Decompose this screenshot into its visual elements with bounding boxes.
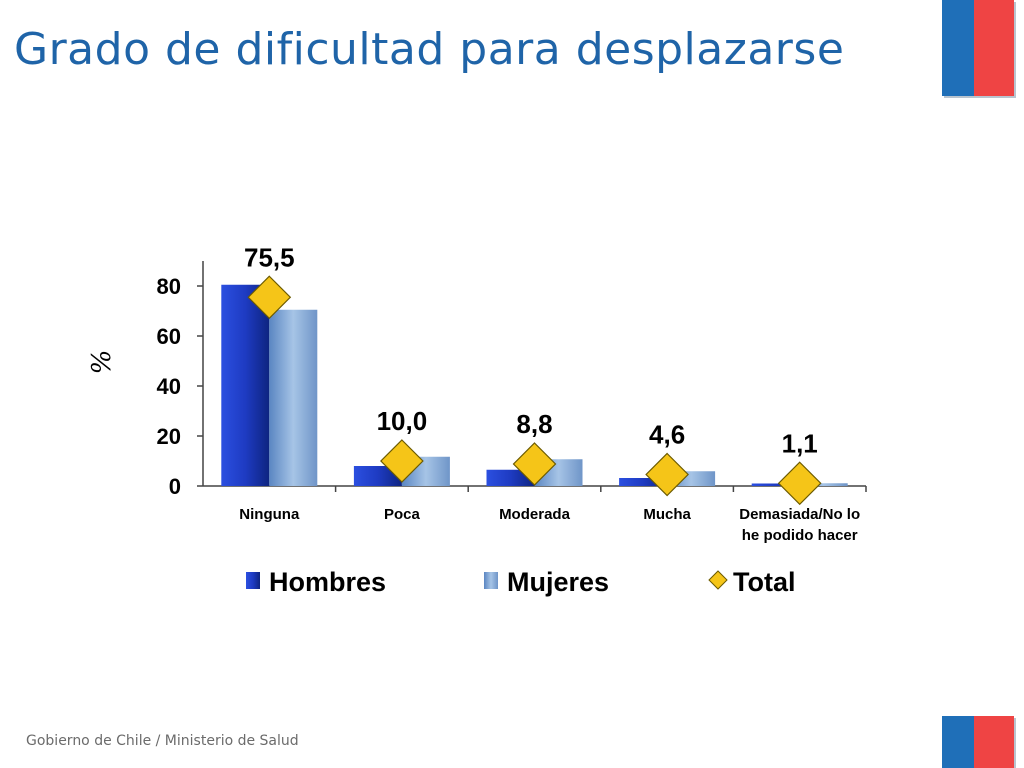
marker-total <box>645 452 689 497</box>
bar-mujeres <box>269 309 318 486</box>
legend-swatch-mujeres <box>484 572 498 589</box>
data-label-total: 75,5 <box>244 242 295 272</box>
chile-flag-logo-top <box>942 0 1014 96</box>
y-tick-label: 60 <box>157 324 181 349</box>
y-tick-label: 80 <box>157 274 181 299</box>
marker-total <box>777 461 822 506</box>
page-title: Grado de dificultad para desplazarse <box>14 24 845 75</box>
marker-total <box>380 439 424 483</box>
x-category-label: Moderada <box>499 506 571 523</box>
y-tick-label: 0 <box>169 474 181 499</box>
chile-flag-logo-bottom <box>942 716 1014 768</box>
data-label-total: 1,1 <box>782 428 818 458</box>
footer-text: Gobierno de Chile / Ministerio de Salud <box>26 733 299 749</box>
data-label-total: 8,8 <box>516 409 552 439</box>
x-category-label: Mucha <box>643 506 691 523</box>
y-tick-label: 40 <box>157 374 181 399</box>
bar-hombres <box>619 478 668 486</box>
legend-label-hombres: Hombres <box>269 567 386 597</box>
legend-swatch-total <box>708 570 728 590</box>
y-tick-label: 20 <box>157 424 181 449</box>
legend-swatch-hombres <box>246 572 260 589</box>
bar-hombres <box>221 284 270 486</box>
x-category-label: Demasiada/No lo he podido hacer <box>739 506 860 544</box>
data-label-total: 10,0 <box>377 406 428 436</box>
x-category-label: Ninguna <box>239 506 300 523</box>
y-axis-label: % <box>87 350 117 375</box>
bar-mujeres <box>799 483 848 486</box>
bar-hombres <box>751 483 800 486</box>
data-label-total: 4,6 <box>649 420 685 450</box>
marker-total <box>247 275 292 320</box>
marker-total <box>512 442 557 486</box>
legend-label-mujeres: Mujeres <box>507 567 609 597</box>
x-category-label: Poca <box>384 506 421 523</box>
bar-hombres <box>353 466 402 486</box>
legend-label-total: Total <box>733 567 796 597</box>
